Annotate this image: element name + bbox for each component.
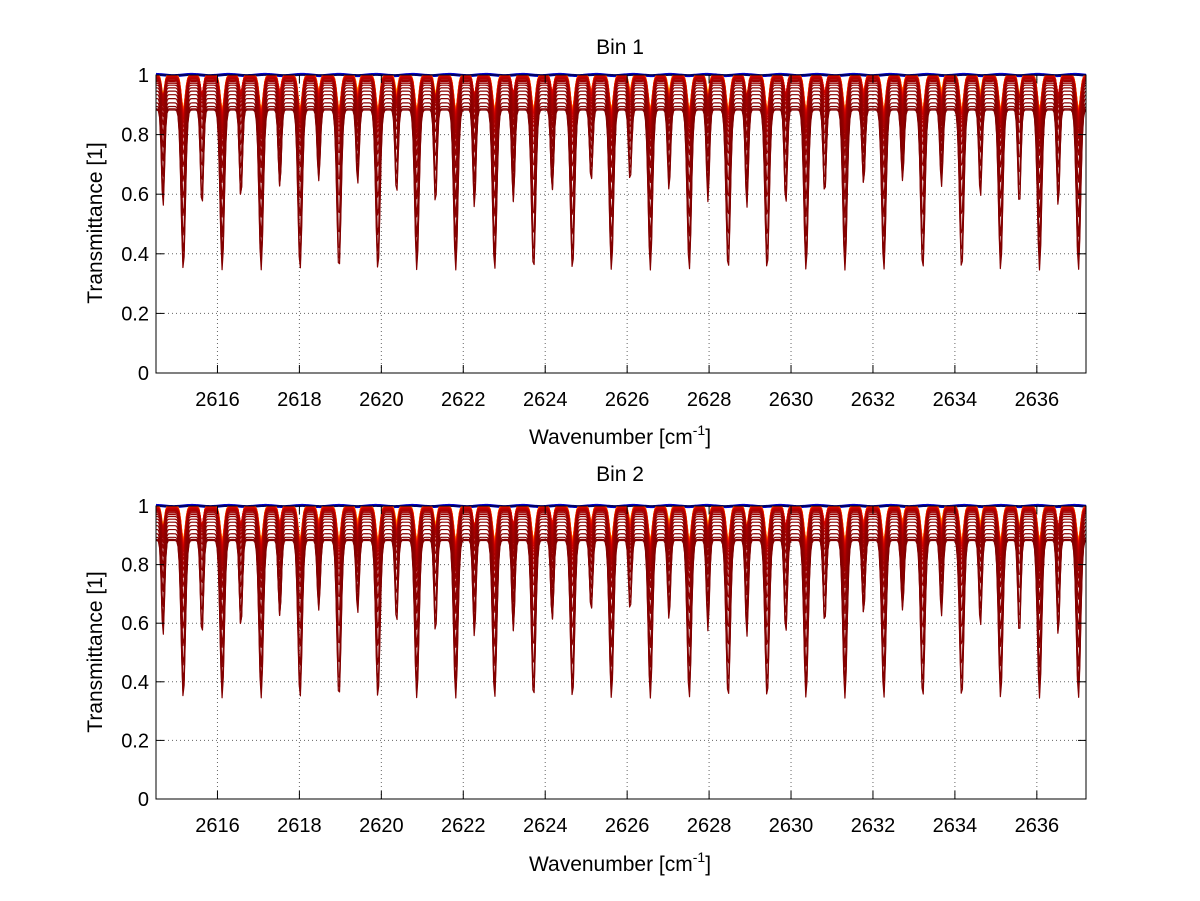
x-tick-label: 2622 bbox=[441, 815, 486, 837]
series-line bbox=[155, 102, 1087, 238]
plot-border bbox=[155, 74, 1087, 374]
x-tick-label: 2616 bbox=[195, 815, 240, 837]
x-tick-label: 2628 bbox=[687, 815, 732, 837]
y-tick-label: 0.4 bbox=[121, 672, 149, 694]
y-tick-label: 0 bbox=[138, 363, 149, 385]
y-axis-title: Transmittance [1] bbox=[84, 142, 107, 303]
x-tick-label: 2620 bbox=[359, 815, 404, 837]
plot-border bbox=[155, 505, 1087, 800]
series-line bbox=[155, 518, 1087, 601]
y-tick-label: 0.6 bbox=[121, 184, 149, 206]
series-line bbox=[155, 521, 1087, 614]
series-line bbox=[155, 538, 1087, 694]
x-tick-label: 2632 bbox=[851, 815, 896, 837]
series-line bbox=[155, 509, 1087, 558]
x-tick-label: 2626 bbox=[605, 389, 650, 411]
series-line bbox=[155, 87, 1087, 169]
x-tick-label: 2616 bbox=[195, 389, 240, 411]
series-line bbox=[155, 94, 1087, 200]
y-tick-label: 1 bbox=[138, 496, 149, 518]
series-line bbox=[155, 82, 1087, 147]
series-line bbox=[155, 510, 1087, 562]
x-axis-ticks: 2616 2618 2620 2622 2624 2626 2628 2630 2632 2634… bbox=[195, 75, 1059, 411]
x-tick-label: 2624 bbox=[523, 389, 568, 411]
series-line bbox=[155, 512, 1087, 572]
x-tick-label: 2624 bbox=[523, 815, 568, 837]
y-tick-label: 0.6 bbox=[121, 613, 149, 635]
series-line bbox=[155, 81, 1087, 140]
series-line bbox=[155, 515, 1087, 588]
series-line bbox=[155, 98, 1087, 218]
series-line bbox=[155, 77, 1087, 122]
y-tick-label: 0.4 bbox=[121, 244, 149, 266]
chart-bin-1: Bin 1 Transmittance [1] Wavenumber [cm-1… bbox=[84, 36, 1087, 449]
x-tick-label: 2634 bbox=[933, 815, 978, 837]
x-axis-title-superscript: -1 bbox=[693, 849, 706, 865]
series-line bbox=[155, 78, 1087, 129]
x-tick-label: 2630 bbox=[769, 389, 814, 411]
series-line bbox=[155, 90, 1087, 184]
series-line bbox=[155, 511, 1087, 567]
x-tick-label: 2618 bbox=[277, 815, 322, 837]
series-line bbox=[155, 528, 1087, 649]
series-line bbox=[155, 108, 1087, 265]
x-axis-ticks: 2616 2618 2620 2622 2624 2626 2628 2630 2632 2634… bbox=[195, 506, 1059, 837]
x-tick-label: 2636 bbox=[1015, 389, 1060, 411]
series-line bbox=[155, 508, 1087, 554]
series-line bbox=[155, 105, 1087, 255]
y-axis-title: Transmittance [1] bbox=[84, 571, 107, 732]
y-tick-label: 0.2 bbox=[121, 730, 149, 752]
series-group bbox=[155, 503, 1087, 699]
series-line bbox=[155, 514, 1087, 580]
x-axis-title-main: Wavenumber [cm bbox=[529, 853, 693, 876]
x-tick-label: 2628 bbox=[687, 389, 732, 411]
plot-frame bbox=[155, 505, 1087, 800]
y-axis-ticks: 0 0.2 0.4 0.6 0.8 1 bbox=[121, 496, 1086, 811]
x-tick-label: 2618 bbox=[277, 389, 322, 411]
series-line bbox=[155, 109, 1087, 271]
x-tick-label: 2634 bbox=[933, 389, 978, 411]
y-axis-ticks: 0 0.2 0.4 0.6 0.8 1 bbox=[121, 65, 1086, 385]
y-tick-label: 0.8 bbox=[121, 555, 149, 577]
y-tick-label: 1 bbox=[138, 65, 149, 87]
plot-frame bbox=[155, 74, 1087, 374]
x-tick-label: 2620 bbox=[359, 389, 404, 411]
series-line bbox=[155, 84, 1087, 156]
x-tick-label: 2622 bbox=[441, 389, 486, 411]
series-line bbox=[155, 533, 1087, 668]
y-tick-label: 0.8 bbox=[121, 125, 149, 147]
x-tick-label: 2632 bbox=[851, 389, 896, 411]
y-tick-label: 0 bbox=[138, 789, 149, 811]
x-axis-title-superscript: -1 bbox=[693, 422, 706, 438]
x-axis-title-suffix: ] bbox=[705, 853, 711, 876]
chart-bin-2: Bin 2 Transmittance [1] Wavenumber [cm-1… bbox=[84, 463, 1087, 876]
x-tick-label: 2626 bbox=[605, 815, 650, 837]
y-tick-label: 0.2 bbox=[121, 303, 149, 325]
series-line bbox=[155, 507, 1087, 551]
x-axis-title-main: Wavenumber [cm bbox=[529, 426, 693, 449]
series-line bbox=[155, 77, 1087, 125]
x-tick-label: 2636 bbox=[1015, 815, 1060, 837]
series-line bbox=[155, 79, 1087, 134]
series-line bbox=[155, 525, 1087, 631]
x-axis-title: Wavenumber [cm-1] bbox=[529, 422, 711, 449]
series-line bbox=[155, 536, 1087, 684]
chart-title: Bin 2 bbox=[596, 463, 644, 486]
chart-title: Bin 1 bbox=[596, 36, 644, 59]
x-axis-title-suffix: ] bbox=[705, 426, 711, 449]
x-axis-title: Wavenumber [cm-1] bbox=[529, 849, 711, 876]
series-line bbox=[155, 539, 1087, 699]
x-tick-label: 2630 bbox=[769, 815, 814, 837]
